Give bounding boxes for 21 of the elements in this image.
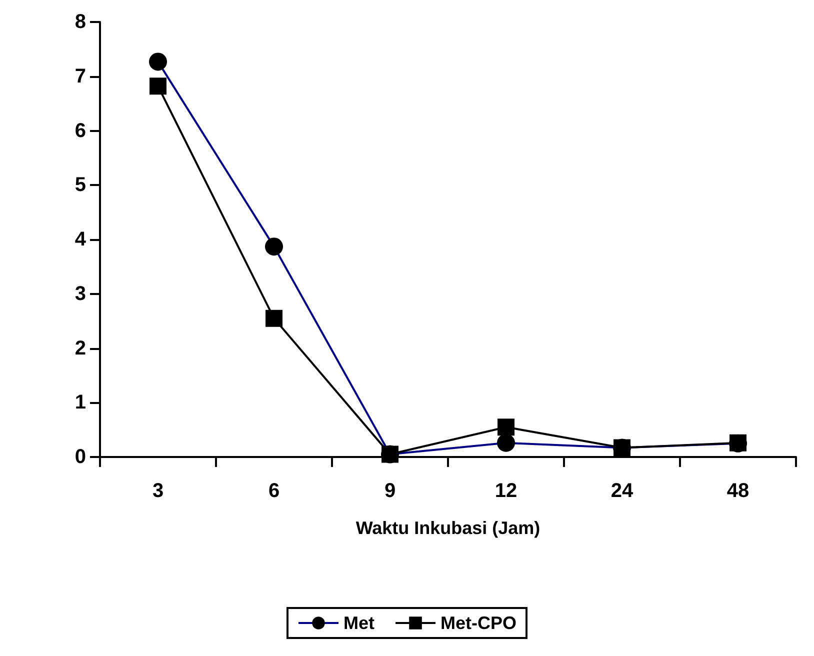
x-axis-title: Waktu Inkubasi (Jam) — [356, 518, 540, 538]
y-tick-label: 2 — [74, 337, 86, 360]
y-tick-label: 4 — [74, 228, 87, 250]
legend-label: Met-CPO — [440, 613, 516, 633]
point — [266, 310, 282, 327]
legend-label: Met — [344, 613, 375, 633]
x-tick-label: 48 — [726, 480, 750, 502]
point — [150, 78, 166, 95]
point — [498, 418, 514, 436]
y-tick-label: 1 — [74, 392, 86, 414]
x-tick-label: 24 — [610, 480, 634, 502]
x-tick-label: 9 — [384, 480, 396, 502]
y-tick-label: 0 — [74, 446, 86, 468]
x-tick-label: 6 — [268, 480, 280, 502]
y-tick-label: 3 — [74, 282, 86, 305]
y-tick-label: 5 — [74, 174, 86, 196]
y-tick-label: 8 — [74, 11, 86, 33]
x-tick-label: 3 — [152, 480, 164, 502]
x-tick-label: 12 — [494, 480, 518, 502]
y-tick-label: 6 — [74, 120, 86, 142]
y-tick-label: 7 — [74, 65, 86, 88]
